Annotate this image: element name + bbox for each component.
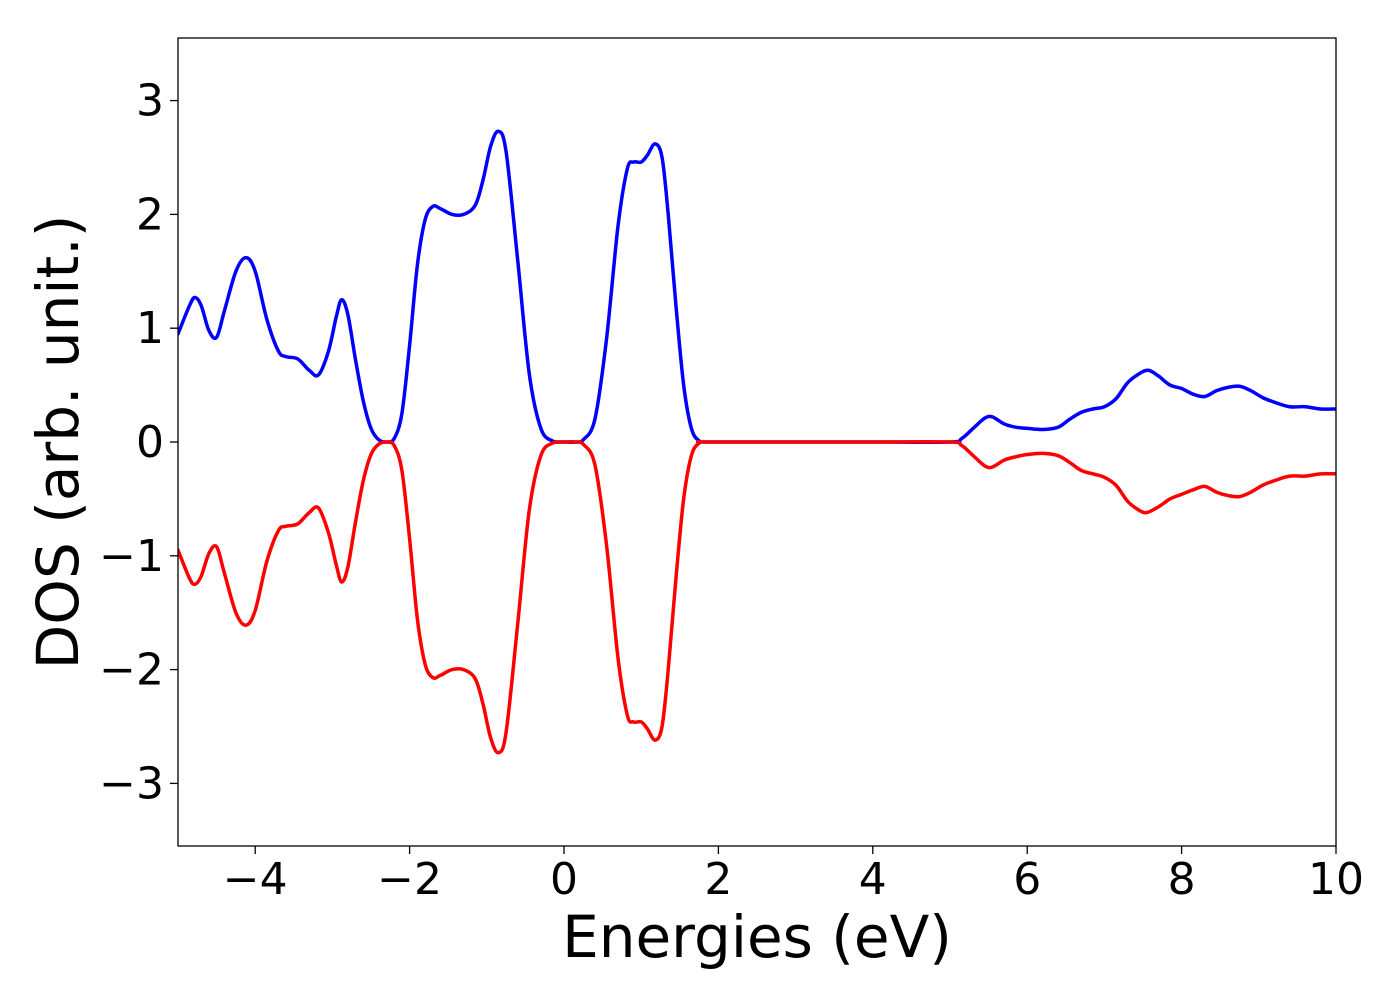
y-tick-label: −3 (99, 758, 164, 809)
y-tick-label: 2 (136, 189, 164, 240)
x-axis: −4 −2 0 2 4 6 8 10 (223, 846, 1364, 905)
x-axis-title: Energies (eV) (562, 903, 952, 971)
x-tick-label: 2 (704, 854, 732, 905)
series-group (178, 129, 1336, 755)
x-tick-label: −4 (223, 854, 288, 905)
y-tick-label: 0 (136, 417, 164, 468)
y-tick-label: −1 (99, 531, 164, 582)
dos-series-line-2 (178, 439, 1336, 755)
x-tick-label: 6 (1013, 854, 1041, 905)
y-tick-label: 3 (136, 76, 164, 127)
x-tick-label: 4 (859, 854, 887, 905)
y-axis: 3 2 1 0 −1 −2 −3 (99, 76, 178, 809)
x-tick-label: 0 (550, 854, 578, 905)
y-tick-label: −2 (99, 645, 164, 696)
y-axis-title: DOS (arb. unit.) (24, 215, 92, 670)
dos-series-line-1 (178, 129, 1336, 445)
x-tick-label: 8 (1168, 854, 1196, 905)
y-tick-label: 1 (136, 303, 164, 354)
x-tick-label: −2 (377, 854, 442, 905)
x-tick-label: 10 (1308, 854, 1364, 905)
